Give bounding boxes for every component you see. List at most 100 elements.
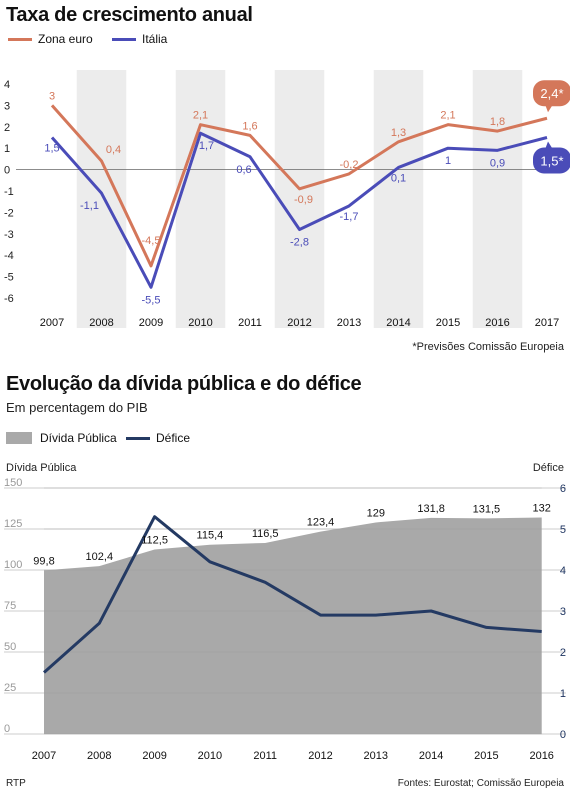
- x2-tick-2014: 2014: [419, 750, 443, 762]
- legend-divida: Dívida Pública: [6, 431, 117, 445]
- label-italia-2008: -1,1: [80, 200, 99, 212]
- right-axis-label: Défice: [532, 462, 564, 474]
- stripe-2016: [472, 70, 523, 328]
- label-zona-euro-2016: 1,8: [490, 116, 505, 128]
- bubble-zona-euro-2017: [533, 80, 570, 107]
- x-tick-2016: 2016: [485, 317, 509, 329]
- x-tick-2014: 2014: [386, 317, 410, 329]
- chart2-subtitle: Em percentagem do PIB: [6, 400, 148, 415]
- debt-deficit-chart: 150 125 100 75 50 25 0 6 5 4 3 2 1 0 99,8 102,4 112,5 115…: [4, 478, 566, 762]
- bubble-italia-pointer: [545, 141, 553, 150]
- label-debt-2011: 116,5: [252, 528, 279, 540]
- legend-zona-euro-swatch: [8, 37, 32, 41]
- left-tick-50: 50: [4, 641, 16, 653]
- label-italia-2014: 0,1: [391, 172, 406, 184]
- growth-chart: 4 3 2 1 0 -1 -2 -3 -4 -5 -6 2007 2008 2009 2010 2011 201…: [4, 70, 570, 329]
- label-zona-euro-2010: 2,1: [193, 110, 208, 122]
- label-debt-2008: 102,4: [86, 551, 114, 563]
- footer-source-right: Fontes: Eurostat; Comissão Europeia: [397, 778, 564, 789]
- legend-zona-euro: Zona euro: [8, 32, 93, 46]
- right-tick-6: 6: [560, 483, 566, 495]
- x2-tick-2008: 2008: [87, 750, 111, 762]
- legend-italia: Itália: [112, 32, 167, 46]
- legend-italia-label: Itália: [142, 32, 168, 46]
- bubble-zona-euro-pointer: [545, 104, 553, 113]
- x2-tick-2012: 2012: [308, 750, 332, 762]
- stripe-2014: [373, 70, 424, 328]
- x-tick-2011: 2011: [238, 317, 262, 329]
- label-debt-2007: 99,8: [33, 555, 54, 567]
- y-tick--1: -1: [4, 186, 14, 198]
- label-italia-2011: 0,6: [236, 164, 251, 176]
- x2-tick-2015: 2015: [474, 750, 498, 762]
- label-debt-2015: 131,5: [473, 503, 501, 515]
- left-tick-25: 25: [4, 682, 16, 694]
- y-tick-2: 2: [4, 122, 10, 134]
- label-italia-2017: 1,5*: [540, 154, 563, 169]
- label-italia-2007: 1,5: [44, 143, 59, 155]
- label-zona-euro-2011: 1,6: [242, 120, 257, 132]
- label-debt-2012: 123,4: [307, 517, 335, 529]
- right-tick-4: 4: [560, 565, 566, 577]
- label-debt-2010: 115,4: [197, 530, 224, 542]
- right-tick-1: 1: [560, 688, 566, 700]
- legend-divida-label: Dívida Pública: [40, 431, 117, 445]
- x2-tick-2010: 2010: [198, 750, 222, 762]
- x2-tick-2013: 2013: [364, 750, 388, 762]
- x-tick-2013: 2013: [337, 317, 361, 329]
- right-tick-5: 5: [560, 524, 566, 536]
- left-tick-100: 100: [4, 559, 22, 571]
- right-tick-0: 0: [560, 729, 566, 741]
- stripe-2012: [274, 70, 325, 328]
- x-tick-2007: 2007: [40, 317, 64, 329]
- y-tick--6: -6: [4, 293, 14, 305]
- label-zona-euro-2017: 2,4*: [540, 86, 563, 101]
- legend-defice-swatch: [126, 436, 150, 440]
- label-debt-2014: 131,8: [417, 503, 445, 515]
- legend-defice-label: Défice: [156, 431, 191, 445]
- x2-tick-2007: 2007: [32, 750, 56, 762]
- label-zona-euro-2007: 3: [49, 90, 55, 102]
- x-tick-2017: 2017: [535, 317, 559, 329]
- label-zona-euro-2014: 1,3: [391, 127, 406, 139]
- y-tick--2: -2: [4, 207, 14, 219]
- x-tick-2015: 2015: [436, 317, 460, 329]
- y-tick-0: 0: [4, 165, 10, 177]
- right-tick-2: 2: [560, 647, 566, 659]
- left-tick-0: 0: [4, 723, 10, 735]
- y-tick--5: -5: [4, 272, 14, 284]
- x-tick-2010: 2010: [188, 317, 212, 329]
- label-italia-2009: -5,5: [142, 294, 161, 306]
- label-italia-2015: 1: [445, 155, 451, 167]
- y-tick--3: -3: [4, 229, 14, 241]
- label-zona-euro-2015: 2,1: [440, 110, 455, 122]
- chart2-title: Evolução da dívida pública e do défice: [6, 373, 362, 395]
- label-debt-2009: 112,5: [141, 535, 168, 547]
- label-italia-2010: 1,7: [199, 140, 214, 152]
- label-zona-euro-2013: -0,2: [340, 159, 359, 171]
- left-tick-150: 150: [4, 478, 22, 489]
- label-zona-euro-2009: -4,5: [142, 235, 161, 247]
- x2-tick-2009: 2009: [142, 750, 166, 762]
- right-tick-3: 3: [560, 606, 566, 618]
- label-zona-euro-2012: -0,9: [294, 194, 313, 206]
- legend-divida-swatch: [6, 432, 32, 444]
- chart1-title: Taxa de crescimento anual: [6, 4, 253, 26]
- debt-area: [44, 517, 542, 734]
- x-tick-2012: 2012: [287, 317, 311, 329]
- x2-tick-2011: 2011: [253, 750, 277, 762]
- label-zona-euro-2008: 0,4: [106, 144, 121, 156]
- stripe-2010: [175, 70, 226, 328]
- left-tick-125: 125: [4, 518, 22, 530]
- label-italia-2016: 0,9: [490, 157, 505, 169]
- legend-zona-euro-label: Zona euro: [38, 32, 93, 46]
- series-line-italia: [50, 131, 548, 289]
- footer-source-left: RTP: [6, 778, 26, 789]
- legend-defice: Défice: [126, 431, 190, 445]
- left-axis-label: Dívida Pública: [6, 462, 77, 474]
- left-tick-75: 75: [4, 600, 16, 612]
- y-tick-1: 1: [4, 143, 10, 155]
- y-tick--4: -4: [4, 250, 14, 262]
- deficit-line: [43, 515, 542, 674]
- y-tick-3: 3: [4, 100, 10, 112]
